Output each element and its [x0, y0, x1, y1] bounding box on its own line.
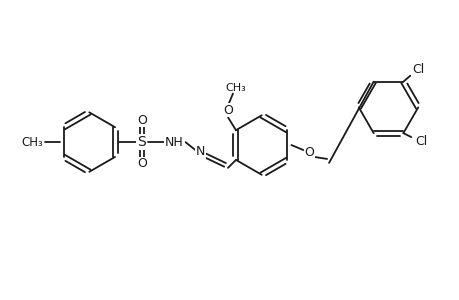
Text: CH₃: CH₃ — [21, 136, 43, 148]
Text: O: O — [137, 114, 146, 127]
Text: O: O — [223, 104, 232, 117]
Text: NH: NH — [165, 136, 184, 148]
Text: N: N — [195, 146, 205, 158]
Text: Cl: Cl — [414, 135, 426, 148]
Text: O: O — [304, 146, 313, 160]
Text: Cl: Cl — [411, 63, 424, 76]
Text: O: O — [137, 158, 146, 170]
Text: CH₃: CH₃ — [225, 82, 246, 93]
Text: S: S — [137, 135, 146, 149]
